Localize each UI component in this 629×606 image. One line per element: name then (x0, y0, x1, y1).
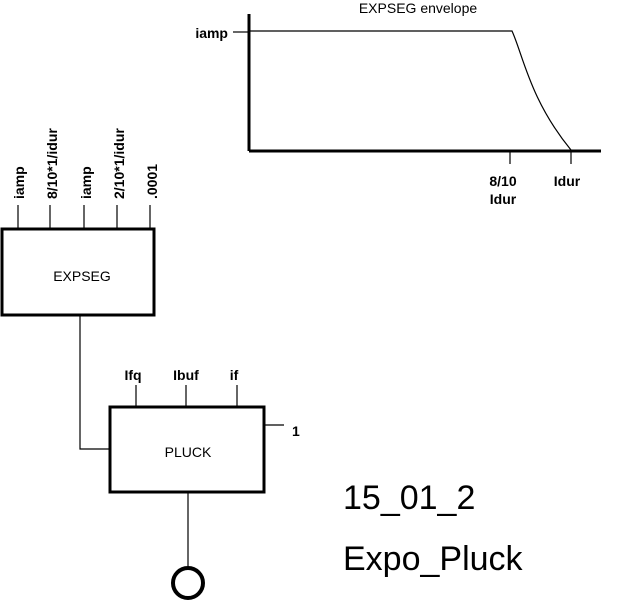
expseg-input-label-2: 8/10*1/idur (44, 128, 60, 199)
pluck-box (108, 405, 266, 494)
pluck-input-label-1: Ifq (124, 367, 141, 383)
diagram-id: 15_01_2 (343, 479, 475, 517)
audio-output-icon (171, 566, 205, 600)
expseg-input-label-4: 2/10*1/idur (111, 128, 127, 199)
expseg-box (0, 227, 156, 317)
x-tick-1-label-line1: 8/10 (489, 173, 516, 189)
expseg-to-pluck-connection (79, 316, 110, 450)
expseg-input-label-3: iamp (78, 166, 94, 199)
x-tick-2-label: Idur (554, 173, 581, 189)
pluck-block: Ifq Ibuf if PLUCK 1 (108, 367, 300, 494)
envelope-graph: EXPSEG envelope iamp 8/10 Idur Idur (195, 0, 601, 207)
diagram-name: Expo_Pluck (343, 540, 524, 578)
envelope-curve (249, 30, 572, 151)
pluck-input-label-3: if (230, 367, 239, 383)
x-tick-1-label-line2: Idur (490, 191, 517, 207)
expseg-input-label-1: iamp (11, 166, 27, 199)
envelope-title: EXPSEG envelope (359, 0, 478, 16)
pluck-label: PLUCK (165, 444, 212, 460)
expseg-label: EXPSEG (53, 268, 111, 284)
envelope-y-label: iamp (195, 25, 228, 41)
expseg-block: iamp 8/10*1/idur iamp 2/10*1/idur .0001 … (0, 128, 160, 317)
pluck-side-value: 1 (292, 423, 300, 439)
pluck-input-label-2: Ibuf (173, 367, 199, 383)
expseg-input-label-5: .0001 (144, 164, 160, 199)
